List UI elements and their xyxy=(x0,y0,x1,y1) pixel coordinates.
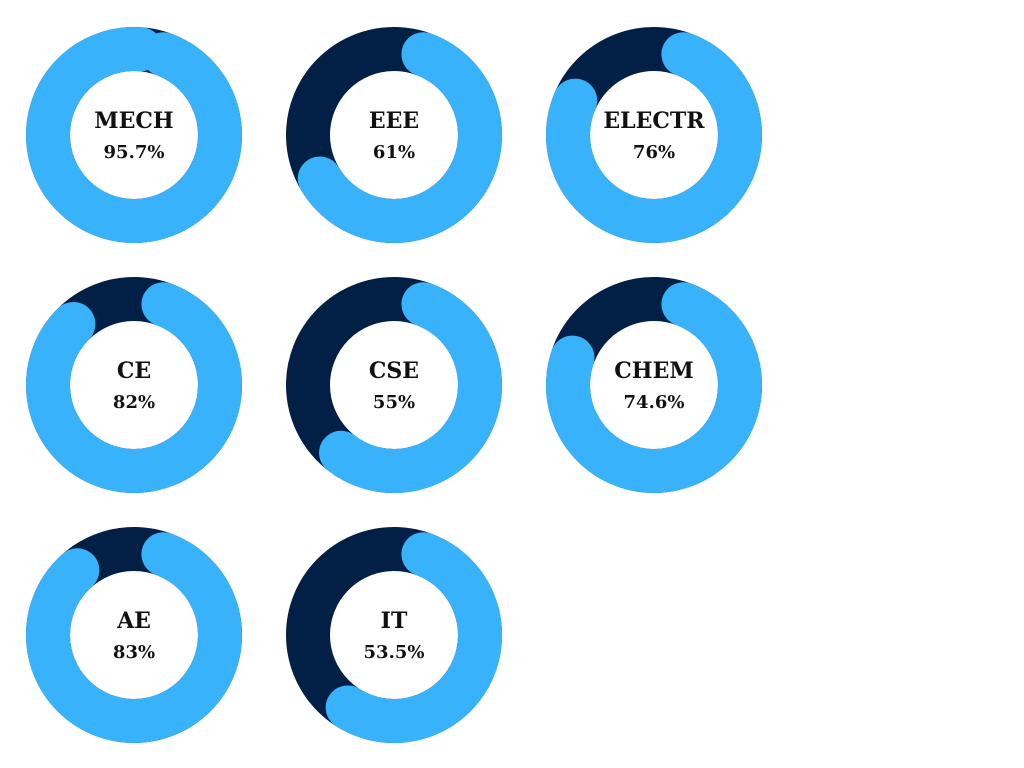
donut-chem: CHEM 74.6% xyxy=(568,299,740,471)
donut-ce: CE 82% xyxy=(48,299,220,471)
donut-name-label: CE xyxy=(117,358,151,384)
donut-cse: CSE 55% xyxy=(308,299,480,471)
donut-name-label: EEE xyxy=(369,108,419,134)
donut-name-label: AE xyxy=(116,608,151,634)
donut-progress-arc xyxy=(48,49,220,221)
donut-value-label: 83% xyxy=(113,642,155,663)
donut-value-label: 82% xyxy=(113,392,155,413)
donut-name-label: IT xyxy=(381,608,408,634)
donut-value-label: 53.5% xyxy=(364,642,425,663)
donut-value-label: 95.7% xyxy=(104,142,165,163)
donut-value-label: 74.6% xyxy=(624,392,685,413)
donut-progress-arc xyxy=(48,554,220,721)
donut-ae: AE 83% xyxy=(48,549,220,721)
donut-name-label: CSE xyxy=(369,358,419,384)
donut-progress-arc xyxy=(348,554,480,721)
donut-value-label: 76% xyxy=(633,142,675,163)
donut-value-label: 55% xyxy=(373,392,415,413)
donut-name-label: CHEM xyxy=(614,358,693,384)
donut-name-label: ELECTR xyxy=(603,108,705,134)
donut-name-label: MECH xyxy=(94,108,173,134)
donut-progress-arc xyxy=(48,304,220,471)
donut-mech: MECH 95.7% xyxy=(48,49,220,221)
donut-eee: EEE 61% xyxy=(308,49,480,221)
donut-it: IT 53.5% xyxy=(308,549,480,721)
donut-electr: ELECTR 76% xyxy=(568,49,740,221)
donut-value-label: 61% xyxy=(373,142,415,163)
